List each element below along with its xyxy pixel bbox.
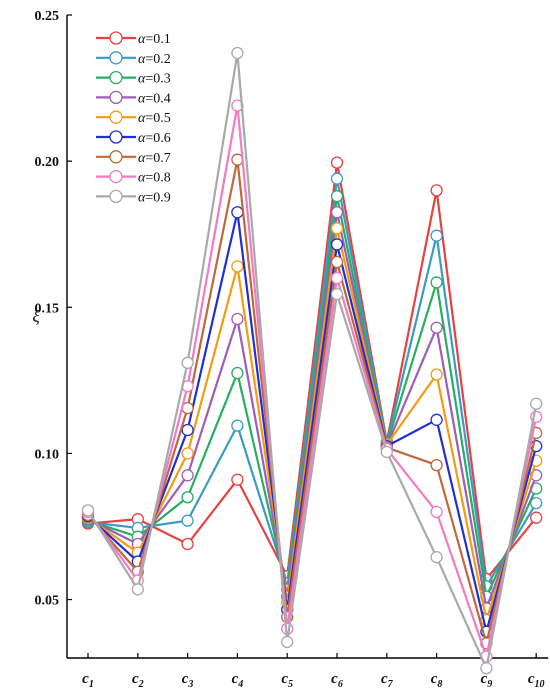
x-tick-label: c10 (528, 671, 545, 690)
data-point (430, 551, 443, 564)
x-tick-label: c4 (232, 671, 244, 690)
data-point (181, 447, 194, 460)
y-tick-label: 0.20 (35, 155, 60, 170)
x-tick-label: c8 (431, 671, 443, 690)
legend-item: α=0.3 (96, 70, 171, 87)
x-tick-label: c6 (331, 671, 343, 690)
data-point (131, 583, 144, 596)
data-point (330, 172, 344, 185)
data-point (430, 229, 443, 242)
y-tick-label: 0.05 (35, 594, 60, 609)
y-axis-label: ξ (32, 307, 40, 326)
data-point (231, 206, 244, 219)
data-point (330, 287, 344, 301)
data-point (530, 397, 543, 410)
x-tick-label: c5 (281, 671, 293, 690)
legend-swatch-marker (109, 169, 123, 184)
data-point (330, 222, 344, 235)
data-point (231, 473, 244, 486)
legend: α=0.1 α=0.2 α=0.3 α=0.4 α=0.5 α=0.6 α=0.7 α=0.8… (96, 31, 171, 205)
series-line (87, 227, 538, 622)
data-point (231, 366, 244, 380)
data-point (430, 458, 443, 472)
legend-swatch-marker (109, 51, 123, 65)
data-point (231, 46, 244, 60)
data-point (480, 662, 493, 675)
legend-item: α=0.8 (96, 169, 171, 186)
data-point (181, 423, 194, 437)
x-tick-label: c2 (132, 671, 144, 690)
legend-label: α=0.1 (138, 32, 171, 47)
x-tick-label: c7 (381, 671, 394, 690)
legend-swatch-marker (109, 189, 123, 204)
data-point (231, 260, 244, 273)
legend-label: α=0.2 (138, 52, 171, 67)
legend-label: α=0.5 (138, 111, 171, 126)
series-6 (81, 206, 543, 638)
y-tick-label: 0.15 (35, 301, 60, 316)
legend-item: α=0.7 (96, 150, 171, 166)
legend-item: α=0.2 (96, 51, 171, 67)
legend-label: α=0.7 (138, 151, 171, 166)
legend-swatch-marker (109, 150, 123, 164)
series-line (87, 51, 538, 670)
axes: 0.05 0.10 0.15 0.20 0.25 c1 c2 c3 c4 c5 c6 c7 c8 c9 c1… (35, 9, 549, 690)
data-point (380, 445, 393, 459)
legend-item: α=0.4 (96, 90, 171, 106)
data-point (530, 511, 543, 524)
legend-item: α=0.6 (96, 130, 171, 146)
y-tick-label: 0.25 (35, 9, 60, 24)
data-point (330, 255, 344, 269)
series-line (87, 104, 538, 658)
data-point (330, 190, 344, 203)
series-line (87, 195, 538, 598)
data-point (430, 184, 443, 197)
series-line (87, 161, 538, 581)
data-point (231, 419, 244, 432)
data-point (81, 504, 95, 517)
legend-swatch-marker (109, 110, 123, 124)
legend-label: α=0.9 (138, 190, 171, 205)
series-line (87, 177, 538, 588)
data-point (231, 312, 244, 326)
series-line (87, 158, 538, 645)
data-point (181, 469, 194, 482)
legend-item: α=0.1 (96, 31, 171, 47)
data-point (430, 505, 443, 519)
data-point (430, 321, 443, 334)
legend-swatch-marker (109, 130, 123, 144)
legend-item: α=0.5 (96, 110, 171, 126)
data-point (530, 496, 543, 510)
legend-swatch-marker (109, 90, 123, 105)
x-tick-label: c1 (82, 671, 94, 690)
series-layer (81, 46, 543, 675)
data-point (181, 537, 194, 551)
series-line (87, 211, 538, 633)
series-9 (81, 46, 543, 675)
legend-item: α=0.9 (96, 189, 171, 205)
series-line (87, 211, 538, 610)
data-point (181, 514, 194, 527)
data-point (181, 491, 194, 504)
legend-swatch-marker (109, 70, 123, 85)
data-point (430, 276, 443, 289)
x-tick-label: c3 (182, 671, 194, 690)
data-point (181, 356, 194, 369)
data-point (330, 238, 344, 251)
x-tick-label: c9 (481, 671, 493, 690)
data-point (330, 271, 344, 285)
y-tick-label: 0.10 (35, 447, 60, 462)
data-point (430, 413, 443, 426)
series-1 (81, 156, 543, 586)
data-point (330, 206, 344, 219)
data-point (281, 635, 294, 649)
legend-label: α=0.3 (138, 72, 171, 87)
legend-label: α=0.8 (138, 171, 171, 186)
data-point (430, 368, 443, 381)
data-point (330, 156, 344, 169)
legend-swatch-marker (109, 31, 123, 45)
legend-label: α=0.4 (138, 91, 171, 106)
legend-label: α=0.6 (138, 131, 171, 146)
